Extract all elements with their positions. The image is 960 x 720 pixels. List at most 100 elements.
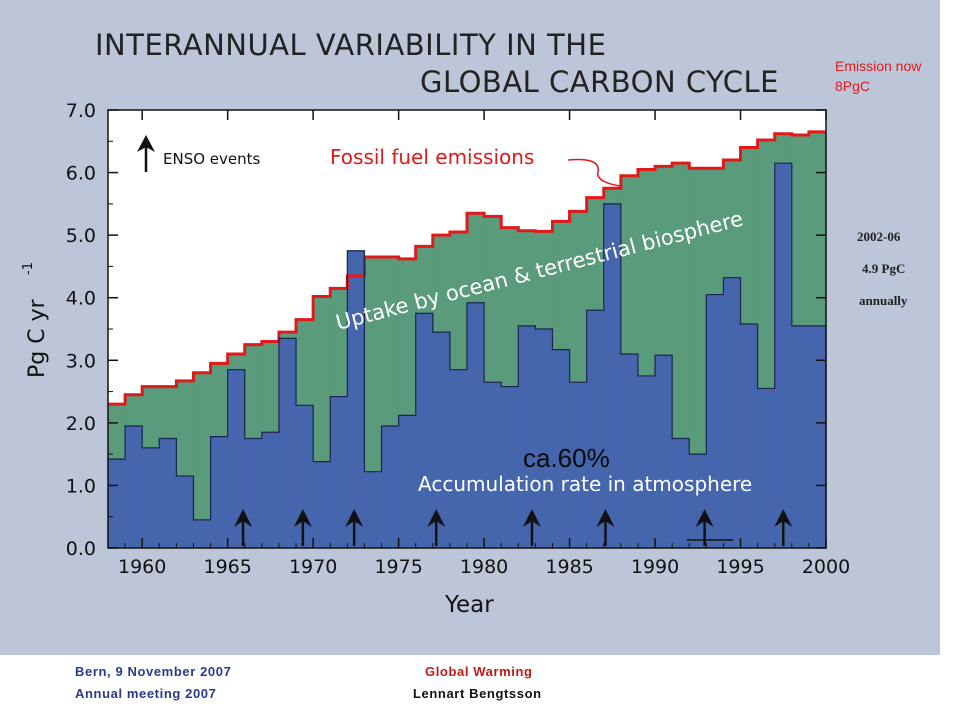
y-tick-label: 3.0 <box>66 350 96 372</box>
uptake-bar <box>193 372 211 520</box>
footer-meeting: Annual meeting 2007 <box>75 686 217 701</box>
uptake-bar <box>261 341 280 433</box>
accumulation-bar <box>261 432 280 548</box>
carbon-cycle-chart: 0.0 1.0 2.0 3.0 4.0 5.0 6.0 7.0 1960 1965 1970 197… <box>21 100 850 618</box>
uptake-bar <box>791 135 810 326</box>
accumulation-bar <box>706 294 724 548</box>
enso-arrow-icon <box>293 509 312 527</box>
accumulation-annotation: Accumulation rate in atmosphere <box>418 472 752 496</box>
uptake-bar <box>706 168 724 295</box>
x-tick-label: 1960 <box>118 556 166 578</box>
uptake-bar <box>142 386 160 448</box>
y-axis-label: Pg C yr <box>25 298 50 378</box>
uptake-bar <box>398 258 417 416</box>
y-tick-label: 4.0 <box>66 288 96 310</box>
y-tick-label: 2.0 <box>66 413 96 435</box>
accumulation-bar <box>808 325 827 548</box>
emission-now-note: Emission now <box>835 58 922 74</box>
accumulation-bar <box>296 405 314 548</box>
x-tick-label: 1970 <box>289 556 337 578</box>
uptake-bar <box>415 246 434 314</box>
footer-author: Lennart Bengtsson <box>413 686 542 701</box>
enso-arrow-icon <box>427 509 446 527</box>
accumulation-bar <box>159 438 177 548</box>
accumulation-bar <box>313 461 331 548</box>
accumulation-bar <box>501 386 519 548</box>
enso-arrow-icon <box>234 509 253 527</box>
accumulation-bar <box>637 375 656 548</box>
uptake-bar <box>689 168 707 455</box>
uptake-bar <box>552 221 570 350</box>
x-tick-label: 1990 <box>631 556 679 578</box>
accumulation-bar <box>689 454 707 548</box>
accumulation-bar <box>757 388 776 548</box>
x-tick-label: 1995 <box>716 556 764 578</box>
uptake-bar <box>603 188 622 204</box>
uptake-bar <box>296 319 314 406</box>
accumulation-bar <box>672 438 690 548</box>
uptake-bar <box>740 147 759 324</box>
y-axis-label-superscript: -1 <box>21 262 36 275</box>
chart-title-line2: GLOBAL CARBON CYCLE <box>420 65 779 99</box>
enso-legend-arrow-icon <box>137 135 155 152</box>
uptake-bar <box>330 288 348 397</box>
fossil-annotation-leader <box>567 158 621 187</box>
uptake-bar <box>449 232 468 370</box>
accumulation-bar <box>484 382 502 548</box>
accumulation-bar <box>620 354 639 548</box>
uptake-bar <box>227 354 246 370</box>
uptake-bar <box>364 257 382 472</box>
accumulation-bar <box>278 338 297 548</box>
uptake-bar <box>774 133 793 164</box>
accumulation-bar <box>552 349 570 548</box>
uptake-bar <box>723 160 741 278</box>
uptake-bar <box>125 394 143 426</box>
accumulation-outline <box>108 162 827 548</box>
uptake-bar <box>586 197 605 311</box>
y-tick-label: 1.0 <box>66 475 96 497</box>
x-tick-label: 1985 <box>545 556 593 578</box>
uptake-bar <box>655 166 673 356</box>
uptake-bar <box>313 296 331 462</box>
x-axis-label: Year <box>444 592 494 618</box>
enso-arrow-icon <box>774 509 793 527</box>
accumulation-bar <box>415 313 434 548</box>
footer-location: Bern, 9 November 2007 <box>75 664 232 679</box>
enso-arrow-icon <box>596 509 615 527</box>
enso-legend: ENSO events <box>137 135 261 172</box>
accumulation-bar <box>432 332 451 548</box>
accumulation-bar <box>364 471 382 548</box>
percent-annotation: ca.60% <box>523 443 610 473</box>
accumulation-bar <box>655 355 673 548</box>
uptake-bar <box>569 211 588 383</box>
accumulation-bar <box>398 415 417 548</box>
enso-arrow-icon <box>345 509 364 527</box>
x-tick-label: 1980 <box>460 556 508 578</box>
uptake-bar <box>637 169 656 376</box>
uptake-bar <box>484 216 502 383</box>
accumulation-bar <box>723 277 741 548</box>
footer-topic: Global Warming <box>425 664 533 679</box>
side-note-frequency: annually <box>859 293 908 308</box>
accumulation-bar <box>330 396 348 548</box>
emission-now-value: 8PgC <box>835 78 871 94</box>
uptake-bar <box>535 231 553 329</box>
y-axis-label-group: Pg C yr -1 <box>21 262 50 378</box>
accumulation-bar <box>791 325 810 548</box>
y-tick-label: 6.0 <box>66 163 96 185</box>
uptake-bar <box>501 227 519 387</box>
y-tick-label: 5.0 <box>66 225 96 247</box>
uptake-bar <box>672 163 690 439</box>
accumulation-bar <box>347 250 365 549</box>
accumulation-bar <box>569 382 588 548</box>
accumulation-bar <box>603 203 622 548</box>
enso-arrow-icon <box>695 509 714 527</box>
x-tick-label: 2000 <box>802 556 850 578</box>
accumulation-bar <box>774 163 793 548</box>
x-tick-label: 1965 <box>203 556 251 578</box>
accumulation-bar <box>125 425 143 548</box>
accumulation-bar <box>586 310 605 548</box>
fossil-emissions-line <box>108 130 826 406</box>
enso-arrow-icon <box>522 509 541 527</box>
side-note-value: 4.9 PgC <box>862 261 906 276</box>
